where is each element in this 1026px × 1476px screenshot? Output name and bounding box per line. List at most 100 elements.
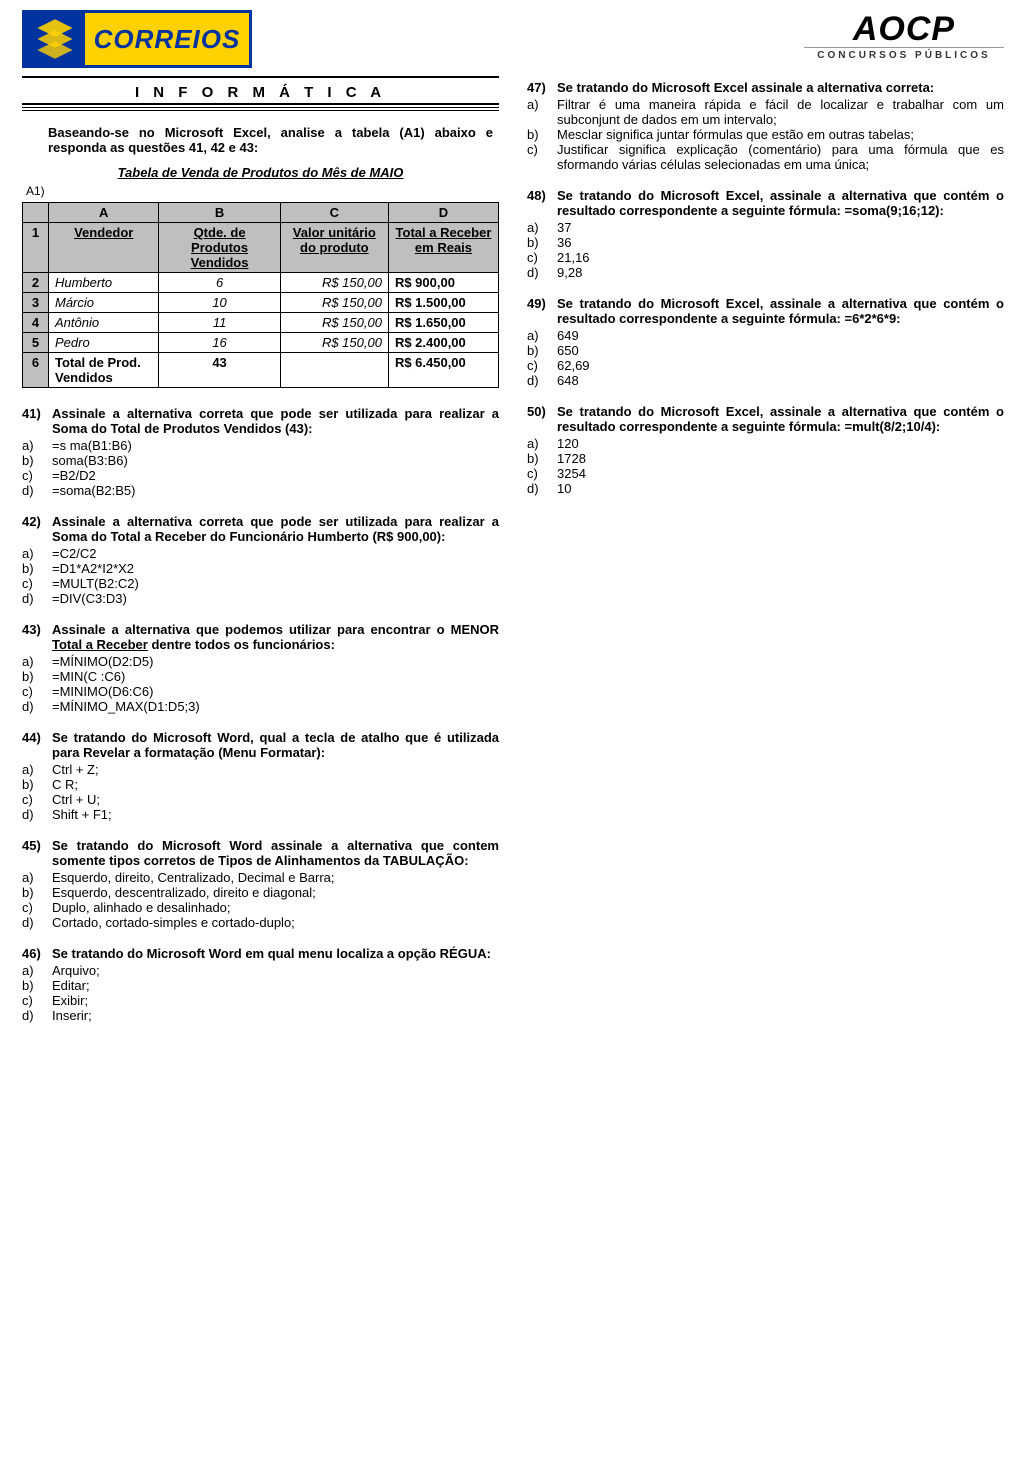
question-options: a)Filtrar é uma maneira rápida e fácil d… (527, 97, 1004, 172)
option-text: Esquerdo, direito, Centralizado, Decimal… (52, 870, 499, 885)
question-number: 42) (22, 514, 52, 544)
question-option: a)=s ma(B1:B6) (22, 438, 499, 453)
option-text: Justificar significa explicação (comentá… (557, 142, 1004, 172)
table-row: 2Humberto6R$ 150,00R$ 900,00 (23, 273, 499, 293)
option-text: 21,16 (557, 250, 1004, 265)
question-text: Assinale a alternativa correta que pode … (52, 514, 499, 544)
question-option: d)10 (527, 481, 1004, 496)
option-text: =MÍNIMO_MAX(D1:D5;3) (52, 699, 499, 714)
cell-vendedor: Márcio (49, 293, 159, 313)
option-text: C R; (52, 777, 499, 792)
question-option: a)Filtrar é uma maneira rápida e fácil d… (527, 97, 1004, 127)
logo-correios: CORREIOS (22, 10, 252, 68)
option-label: a) (527, 436, 557, 451)
option-text: Esquerdo, descentralizado, direito e dia… (52, 885, 499, 900)
header: CORREIOS AOCP CONCURSOS PÚBLICOS (22, 10, 1004, 68)
option-text: 62,69 (557, 358, 1004, 373)
option-text: Cortado, cortado-simples e cortado-duplo… (52, 915, 499, 930)
a1-label: A1) (26, 184, 499, 198)
question-option: a)Esquerdo, direito, Centralizado, Decim… (22, 870, 499, 885)
question-option: a)=C2/C2 (22, 546, 499, 561)
question-options: a)=MÍNIMO(D2:D5)b)=MIN(C :C6)c)=MINIMO(D… (22, 654, 499, 714)
option-label: b) (527, 451, 557, 466)
option-label: b) (527, 235, 557, 250)
option-label: c) (527, 466, 557, 481)
logo-correios-text: CORREIOS (85, 24, 249, 55)
table-row-total: 6Total de Prod. Vendidos43R$ 6.450,00 (23, 353, 499, 388)
option-text: Editar; (52, 978, 499, 993)
option-label: c) (527, 358, 557, 373)
question-text: Se tratando do Microsoft Excel, assinale… (557, 296, 1004, 326)
option-label: b) (22, 453, 52, 468)
question-option: c)Ctrl + U; (22, 792, 499, 807)
option-label: a) (22, 654, 52, 669)
col-letter-a: A (49, 203, 159, 223)
question-option: d)Shift + F1; (22, 807, 499, 822)
option-label: a) (22, 963, 52, 978)
option-text: 650 (557, 343, 1004, 358)
question-option: c)62,69 (527, 358, 1004, 373)
cell-vendedor: Antônio (49, 313, 159, 333)
option-text: =C2/C2 (52, 546, 499, 561)
logo-aocp: AOCP CONCURSOS PÚBLICOS (804, 10, 1004, 61)
cell-valor: R$ 150,00 (280, 273, 388, 293)
question-number: 48) (527, 188, 557, 218)
option-label: c) (22, 468, 52, 483)
question-text: Se tratando do Microsoft Word assinale a… (52, 838, 499, 868)
question-stem: 50)Se tratando do Microsoft Excel, assin… (527, 404, 1004, 434)
question-number: 45) (22, 838, 52, 868)
question-option: c)=B2/D2 (22, 468, 499, 483)
option-text: 648 (557, 373, 1004, 388)
question-number: 47) (527, 80, 557, 95)
option-label: d) (527, 265, 557, 280)
header-qtde: Qtde. de Produtos Vendidos (159, 223, 280, 273)
question-option: d)=DIV(C3:D3) (22, 591, 499, 606)
option-label: b) (22, 669, 52, 684)
option-text: =MIN(C :C6) (52, 669, 499, 684)
question-option: d)=soma(B2:B5) (22, 483, 499, 498)
cell-total: R$ 900,00 (388, 273, 498, 293)
option-text: =B2/D2 (52, 468, 499, 483)
option-label: d) (22, 1008, 52, 1023)
question-option: a)Ctrl + Z; (22, 762, 499, 777)
cell-vendedor: Pedro (49, 333, 159, 353)
question-text: Se tratando do Microsoft Word em qual me… (52, 946, 491, 961)
row-num: 2 (23, 273, 49, 293)
question-stem: 44)Se tratando do Microsoft Word, qual a… (22, 730, 499, 760)
question: 44)Se tratando do Microsoft Word, qual a… (22, 730, 499, 822)
question: 49)Se tratando do Microsoft Excel, assin… (527, 296, 1004, 388)
question-option: d)Cortado, cortado-simples e cortado-dup… (22, 915, 499, 930)
question-text: Assinale a alternativa que podemos utili… (52, 622, 499, 652)
option-text: Exibir; (52, 993, 499, 1008)
question: 45)Se tratando do Microsoft Word assinal… (22, 838, 499, 930)
option-label: a) (527, 328, 557, 343)
option-text: 120 (557, 436, 1004, 451)
logo-aocp-text: AOCP (804, 10, 1004, 49)
option-label: c) (22, 576, 52, 591)
option-label: c) (527, 142, 557, 172)
cell-empty (280, 353, 388, 388)
question-text: Assinale a alternativa correta que pode … (52, 406, 499, 436)
option-label: b) (22, 885, 52, 900)
question-text: Se tratando do Microsoft Word, qual a te… (52, 730, 499, 760)
question-options: a)37b)36c)21,16d)9,28 (527, 220, 1004, 280)
question-options: a)Arquivo;b)Editar;c)Exibir;d)Inserir; (22, 963, 499, 1023)
option-label: c) (22, 792, 52, 807)
option-label: b) (527, 343, 557, 358)
question-option: b)Mesclar significa juntar fórmulas que … (527, 127, 1004, 142)
question-options: a)=C2/C2b)=D1*A2*I2*X2c)=MULT(B2:C2)d)=D… (22, 546, 499, 606)
question-option: b)36 (527, 235, 1004, 250)
question-options: a)Ctrl + Z;b)C R;c)Ctrl + U;d)Shift + F1… (22, 762, 499, 822)
option-label: d) (527, 481, 557, 496)
option-text: =MÍNIMO(D2:D5) (52, 654, 499, 669)
option-label: b) (22, 777, 52, 792)
left-column: I N F O R M Á T I C A Baseando-se no Mic… (22, 74, 499, 1039)
question-number: 49) (527, 296, 557, 326)
question-option: a)649 (527, 328, 1004, 343)
option-label: a) (527, 220, 557, 235)
question: 47)Se tratando do Microsoft Excel assina… (527, 80, 1004, 172)
option-label: c) (22, 684, 52, 699)
logo-aocp-sub: CONCURSOS PÚBLICOS (804, 47, 1004, 61)
cell-valor: R$ 150,00 (280, 333, 388, 353)
option-label: a) (22, 546, 52, 561)
